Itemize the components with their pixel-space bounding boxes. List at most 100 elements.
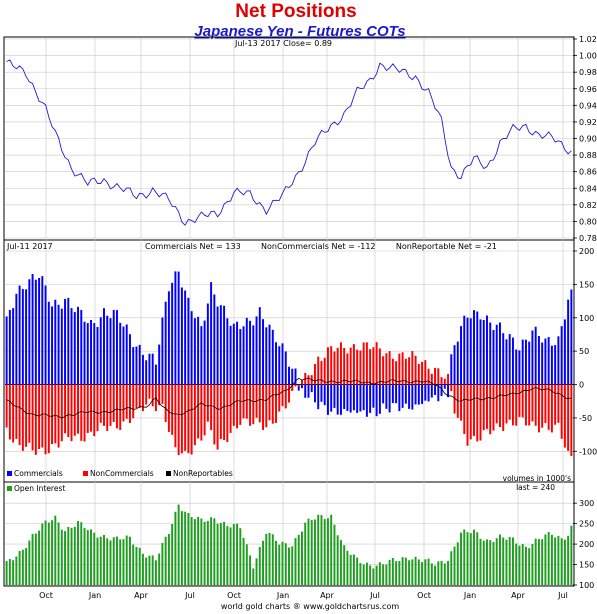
noncommercials-bar	[408, 357, 411, 385]
commercials-bar	[304, 384, 307, 398]
noncommercials-bar	[375, 342, 378, 385]
open-interest-bar	[369, 565, 372, 585]
commercials-bar	[255, 316, 258, 385]
price-tick-label: 0.80	[579, 217, 597, 226]
oi-tick-label: 100	[579, 581, 594, 590]
noncommercials-bar	[301, 379, 303, 385]
open-interest-bar	[346, 550, 349, 585]
open-interest-bar	[466, 532, 469, 585]
noncommercials-bar	[47, 384, 50, 454]
open-interest-bar	[229, 527, 232, 585]
noncommercials-bar	[288, 384, 290, 403]
noncommercials-bar	[349, 347, 352, 385]
open-interest-bar	[132, 544, 135, 585]
noncommercials-bar	[15, 384, 18, 439]
commercials-bar	[64, 298, 67, 385]
axis-layer: Oct Jan Apr Jul Oct Jan Apr Jul Oct Jan Apr Jul 1.02…	[39, 35, 597, 600]
open-interest-bar	[70, 527, 73, 585]
commercials-bar	[430, 384, 433, 398]
open-interest-bar	[333, 524, 336, 585]
commercials-bar	[219, 305, 222, 385]
commercials-bar	[51, 306, 54, 385]
price-tick-label: 1.02	[579, 35, 597, 44]
noncommercials-bar	[145, 384, 148, 405]
commercials-bar	[106, 315, 109, 385]
noncommercials-bar	[93, 384, 96, 437]
open-interest-bar	[447, 560, 450, 585]
commercials-bar	[391, 384, 394, 404]
open-interest-bar	[563, 539, 566, 585]
noncommercials-bar	[482, 384, 485, 431]
noncommercials-bar	[518, 384, 521, 417]
noncommercials-bar	[132, 384, 135, 419]
price-tick-label: 0.98	[579, 68, 597, 77]
open-interest-bar	[560, 538, 563, 585]
commercials-bar	[443, 384, 446, 389]
commercials-bar	[411, 384, 414, 410]
commercials-bar	[447, 384, 450, 398]
commercials-bar	[450, 354, 453, 385]
open-interest-bar	[310, 520, 313, 585]
cot-tick-label: 150	[579, 280, 594, 289]
commercials-bar	[268, 324, 271, 385]
commercials-bar	[44, 285, 47, 385]
open-interest-bar	[38, 530, 41, 585]
open-interest-bar	[557, 535, 560, 585]
noncommercials-bar	[258, 384, 261, 423]
commercials-bar	[90, 320, 92, 385]
noncommercials-bar	[106, 384, 109, 431]
chart-subtitle: Japanese Yen - Futures COTs	[194, 23, 405, 40]
noncommercials-bar	[447, 374, 450, 385]
open-interest-bar	[21, 549, 24, 585]
noncommercials-bar	[495, 384, 498, 424]
price-tick-label: 0.90	[579, 135, 597, 144]
commercials-bar	[271, 329, 274, 385]
cot-tick-label: 200	[579, 247, 594, 256]
noncommercials-bar	[5, 384, 8, 428]
noncommercials-bar	[453, 384, 456, 414]
noncommercials-bar	[330, 346, 333, 385]
noncommercials-bar	[372, 347, 375, 385]
open-interest-bar	[317, 514, 320, 585]
noncommercials-bar	[388, 351, 391, 385]
noncommercials-bar	[268, 384, 271, 421]
commercials-bar	[541, 342, 544, 385]
open-interest-bar	[521, 544, 524, 585]
noncommercials-bar	[336, 347, 339, 385]
noncommercials-bar	[385, 353, 388, 385]
open-interest-bar	[164, 536, 167, 585]
noncommercials-bar	[430, 373, 433, 385]
noncommercials-bar	[323, 357, 326, 385]
open-interest-bar	[90, 529, 92, 585]
noncommercials-bar	[141, 384, 144, 412]
open-interest-bar	[486, 539, 488, 585]
commercials-bar	[5, 316, 8, 385]
commercials-bar	[375, 384, 378, 417]
open-interest-bar	[476, 532, 479, 585]
noncommercials-bar	[125, 384, 128, 419]
noncommercials-bar	[417, 364, 420, 385]
noncommercials-bar	[34, 384, 37, 455]
open-interest-bar	[567, 535, 570, 585]
commercials-bar	[560, 326, 563, 385]
legend-swatch-commercials	[7, 471, 12, 476]
commercials-bar	[275, 342, 277, 385]
commercials-bar	[18, 285, 21, 385]
commercials-bar	[372, 384, 375, 408]
open-interest-bar	[80, 522, 83, 585]
noncommercials-bar	[226, 384, 229, 443]
commercials-bar	[73, 312, 76, 385]
noncommercials-bar	[343, 348, 346, 385]
commercials-bar	[12, 308, 15, 385]
open-interest-bar	[550, 534, 553, 585]
open-interest-bar	[544, 534, 547, 585]
legend-label-commercials: Commercials	[14, 469, 63, 478]
open-interest-bar	[242, 537, 245, 585]
commercials-bar	[128, 334, 131, 385]
open-interest-bar	[122, 539, 125, 585]
open-interest-bar	[47, 522, 50, 585]
open-interest-bar	[294, 538, 297, 585]
open-interest-bar	[180, 511, 183, 585]
noncommercials-bar	[239, 384, 242, 425]
